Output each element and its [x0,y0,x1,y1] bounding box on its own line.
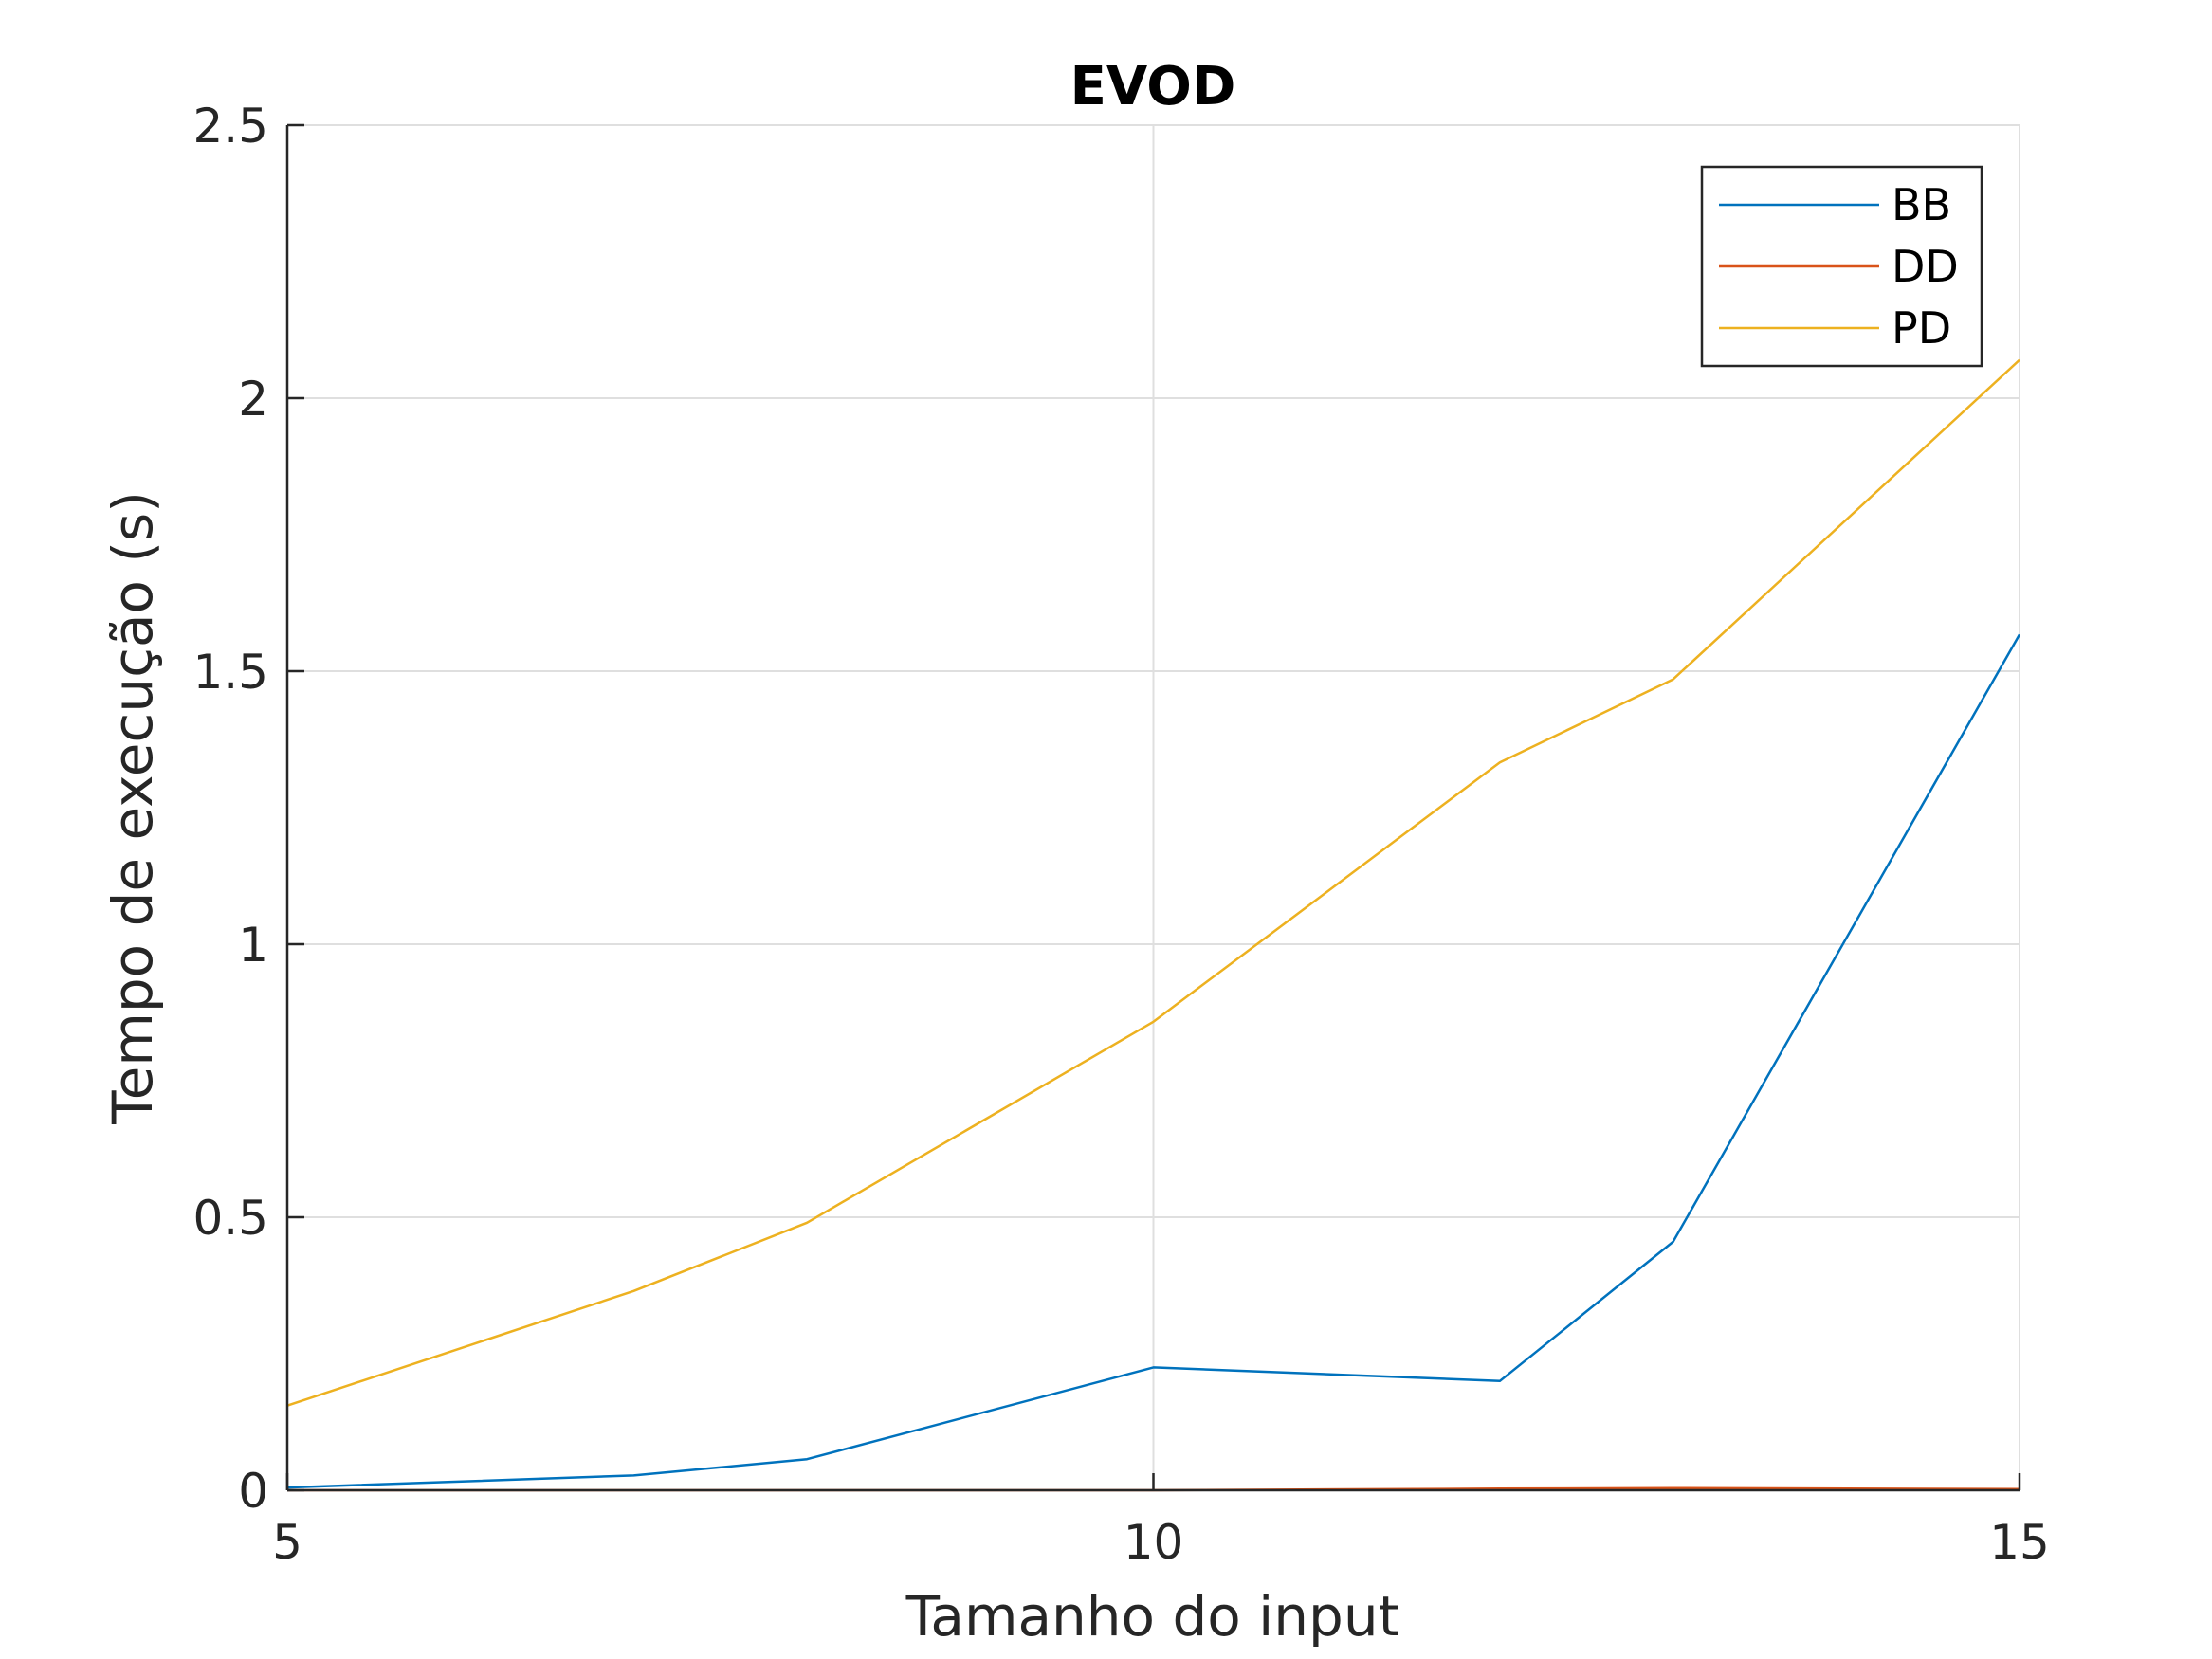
legend-item-pd: PD [1719,302,1951,354]
series-line-bb [286,633,2021,1489]
x-tick-label-0: 5 [272,1515,302,1570]
y-tick-label-5: 2.5 [192,99,268,154]
legend-item-dd: DD [1719,241,1959,292]
legend-label-bb: BB [1892,179,1951,230]
chart-title: EVOD [1070,56,1236,118]
legend: BB DD PD [1700,165,1983,368]
legend-label-dd: DD [1892,241,1959,292]
legend-label-pd: PD [1892,302,1951,354]
x-axis-label: Tamanho do input [905,1584,1400,1649]
axes [285,123,2021,1492]
tick-labels: 0 0.5 1 1.5 2 2.5 5 10 15 [192,99,2049,1570]
y-tick-label-0: 0 [238,1464,268,1519]
y-axis-label: Tempo de execução (s) [101,491,165,1125]
y-tick-label-1: 0.5 [192,1191,268,1246]
x-tick-label-1: 10 [1124,1515,1184,1570]
legend-item-bb: BB [1719,179,1951,230]
y-tick-label-3: 1.5 [192,645,268,700]
y-tick-label-2: 1 [238,918,268,973]
x-tick-label-2: 15 [1989,1515,2050,1570]
y-tick-label-4: 2 [238,372,268,427]
series-line-pd [286,358,2020,1407]
